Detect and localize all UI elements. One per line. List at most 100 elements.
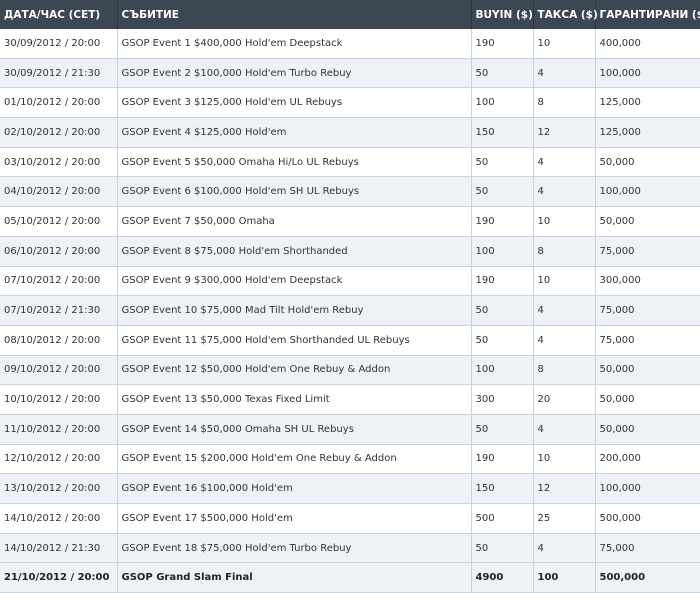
cell-buyin: 150 <box>471 473 534 504</box>
cell-fee: 12 <box>533 473 596 504</box>
cell-guaranteed: 50,000 <box>595 206 700 237</box>
cell-guaranteed: 400,000 <box>595 29 700 59</box>
column-header-fee: ТАКСА ($) <box>533 0 598 29</box>
cell-date: 08/10/2012 / 20:00 <box>0 325 118 356</box>
cell-guaranteed: 125,000 <box>595 117 700 148</box>
cell-guaranteed: 125,000 <box>595 87 700 119</box>
cell-buyin: 100 <box>471 87 534 119</box>
cell-buyin: 190 <box>471 206 534 237</box>
cell-date: 14/10/2012 / 20:00 <box>0 503 118 534</box>
cell-event: GSOP Event 9 $300,000 Hold'em Deepstack <box>117 266 472 297</box>
cell-event: GSOP Event 14 $50,000 Omaha SH UL Rebuys <box>117 414 472 445</box>
cell-buyin: 50 <box>471 414 534 445</box>
cell-fee: 10 <box>533 206 596 237</box>
cell-fee: 4 <box>533 176 596 208</box>
cell-buyin: 50 <box>471 295 534 326</box>
cell-guaranteed: 100,000 <box>595 176 700 208</box>
column-header-event: СЪБИТИЕ <box>117 0 472 29</box>
cell-event: GSOP Event 18 $75,000 Hold'em Turbo Rebu… <box>117 533 472 564</box>
cell-guaranteed: 75,000 <box>595 325 700 356</box>
cell-date: 07/10/2012 / 21:30 <box>0 295 118 326</box>
table-row: 03/10/2012 / 20:00 GSOP Event 5 $50,000 O… <box>0 147 700 178</box>
cell-buyin: 300 <box>471 384 534 415</box>
cell-fee: 4 <box>533 414 596 445</box>
table-row: 07/10/2012 / 20:00 GSOP Event 9 $300,000 … <box>0 266 700 297</box>
cell-fee: 8 <box>533 87 596 119</box>
cell-guaranteed: 50,000 <box>595 147 700 178</box>
table-row: 14/10/2012 / 20:00 GSOP Event 17 $500,000… <box>0 503 700 534</box>
cell-guaranteed: 100,000 <box>595 473 700 504</box>
cell-date: 11/10/2012 / 20:00 <box>0 414 118 445</box>
cell-date: 05/10/2012 / 20:00 <box>0 206 118 237</box>
cell-date: 06/10/2012 / 20:00 <box>0 236 118 267</box>
cell-guaranteed: 300,000 <box>595 266 700 297</box>
table-row: 08/10/2012 / 20:00 GSOP Event 11 $75,000 … <box>0 325 700 356</box>
table-row: 02/10/2012 / 20:00 GSOP Event 4 $125,000 … <box>0 117 700 148</box>
table-body: 30/09/2012 / 20:00 GSOP Event 1 $400,000 … <box>0 29 700 593</box>
cell-fee: 10 <box>533 29 596 59</box>
cell-event: GSOP Event 16 $100,000 Hold'em <box>117 473 472 504</box>
cell-buyin: 190 <box>471 266 534 297</box>
table-row: 06/10/2012 / 20:00 GSOP Event 8 $75,000 H… <box>0 236 700 267</box>
cell-buyin: 150 <box>471 117 534 148</box>
cell-fee: 8 <box>533 355 596 386</box>
cell-buyin: 190 <box>471 29 534 59</box>
table-row: 04/10/2012 / 20:00 GSOP Event 6 $100,000 … <box>0 176 700 208</box>
cell-fee: 8 <box>533 236 596 267</box>
cell-guaranteed: 50,000 <box>595 414 700 445</box>
cell-date: 09/10/2012 / 20:00 <box>0 355 118 386</box>
table-row: 01/10/2012 / 20:00 GSOP Event 3 $125,000 … <box>0 87 700 119</box>
cell-event: GSOP Event 3 $125,000 Hold'em UL Rebuys <box>117 87 472 119</box>
table-row-final: 21/10/2012 / 20:00 GSOP Grand Slam Final 4… <box>0 562 700 593</box>
cell-date: 12/10/2012 / 20:00 <box>0 444 118 475</box>
cell-event: GSOP Event 11 $75,000 Hold'em Shorthande… <box>117 325 472 356</box>
cell-event: GSOP Event 15 $200,000 Hold'em One Rebuy… <box>117 444 472 475</box>
column-header-date: ДАТА/ЧАС (CET) <box>0 0 118 29</box>
cell-date: 21/10/2012 / 20:00 <box>0 562 118 593</box>
cell-buyin: 50 <box>471 325 534 356</box>
cell-event: GSOP Event 13 $50,000 Texas Fixed Limit <box>117 384 472 415</box>
cell-buyin: 50 <box>471 58 534 89</box>
cell-event: GSOP Event 6 $100,000 Hold'em SH UL Rebu… <box>117 176 472 208</box>
cell-date: 04/10/2012 / 20:00 <box>0 176 118 208</box>
cell-buyin: 100 <box>471 236 534 267</box>
cell-event: GSOP Event 5 $50,000 Omaha Hi/Lo UL Rebu… <box>117 147 472 178</box>
cell-fee: 4 <box>533 147 596 178</box>
cell-guaranteed: 500,000 <box>595 503 700 534</box>
cell-buyin: 50 <box>471 533 534 564</box>
cell-event: GSOP Event 12 $50,000 Hold'em One Rebuy … <box>117 355 472 386</box>
cell-guaranteed: 75,000 <box>595 533 700 564</box>
cell-fee: 4 <box>533 533 596 564</box>
table-row: 11/10/2012 / 20:00 GSOP Event 14 $50,000 … <box>0 414 700 445</box>
cell-guaranteed: 50,000 <box>595 355 700 386</box>
table-header-row: ДАТА/ЧАС (CET) СЪБИТИЕ BUYIN ($) ТАКСА (… <box>0 0 700 29</box>
cell-date: 03/10/2012 / 20:00 <box>0 147 118 178</box>
cell-event: GSOP Event 8 $75,000 Hold'em Shorthanded <box>117 236 472 267</box>
cell-date: 01/10/2012 / 20:00 <box>0 87 118 119</box>
cell-guaranteed: 500,000 <box>595 562 700 593</box>
cell-fee: 10 <box>533 266 596 297</box>
cell-buyin: 50 <box>471 147 534 178</box>
table-row: 10/10/2012 / 20:00 GSOP Event 13 $50,000 … <box>0 384 700 415</box>
cell-buyin: 4900 <box>471 562 534 593</box>
cell-guaranteed: 200,000 <box>595 444 700 475</box>
cell-event: GSOP Event 2 $100,000 Hold'em Turbo Rebu… <box>117 58 472 89</box>
cell-date: 10/10/2012 / 20:00 <box>0 384 118 415</box>
table-row: 05/10/2012 / 20:00 GSOP Event 7 $50,000 O… <box>0 206 700 237</box>
cell-buyin: 500 <box>471 503 534 534</box>
cell-buyin: 190 <box>471 444 534 475</box>
cell-event: GSOP Event 1 $400,000 Hold'em Deepstack <box>117 29 472 59</box>
cell-fee: 25 <box>533 503 596 534</box>
table-row: 13/10/2012 / 20:00 GSOP Event 16 $100,000… <box>0 473 700 504</box>
cell-buyin: 50 <box>471 176 534 208</box>
table-row: 12/10/2012 / 20:00 GSOP Event 15 $200,000… <box>0 444 700 475</box>
cell-fee: 20 <box>533 384 596 415</box>
column-header-buyin: BUYIN ($) <box>471 0 534 29</box>
cell-fee: 4 <box>533 58 596 89</box>
cell-date: 07/10/2012 / 20:00 <box>0 266 118 297</box>
cell-guaranteed: 50,000 <box>595 384 700 415</box>
cell-date: 13/10/2012 / 20:00 <box>0 473 118 504</box>
table-row: 09/10/2012 / 20:00 GSOP Event 12 $50,000 … <box>0 355 700 386</box>
cell-fee: 4 <box>533 325 596 356</box>
